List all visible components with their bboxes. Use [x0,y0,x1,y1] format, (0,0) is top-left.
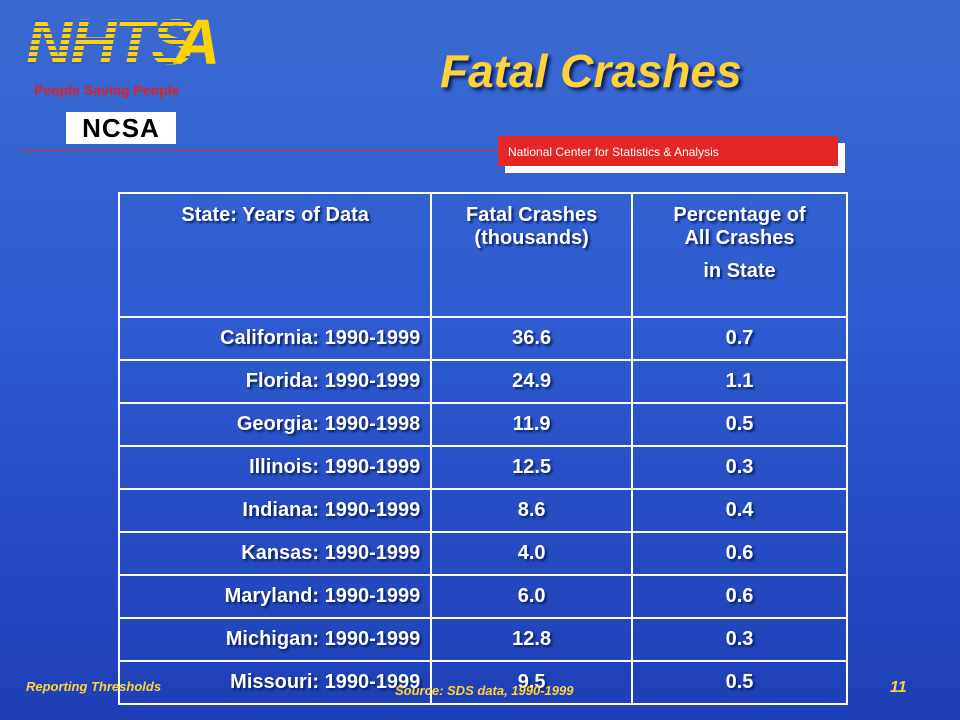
state-cell: Indiana: 1990-1999 [117,488,433,533]
crashes-cell: 24.9 [430,359,633,404]
table-row: Missouri: 1990-1999 9.5 0.5 [117,660,849,705]
pct-cell: 0.5 [630,402,849,447]
pct-cell: 0.6 [630,531,849,576]
table-row: California: 1990-1999 36.6 0.7 [117,316,849,361]
header-pct-line3: in State [703,260,776,282]
org-banner: National Center for Statistics & Analysi… [498,136,838,166]
table-row: Maryland: 1990-1999 6.0 0.6 [117,574,849,619]
state-cell: Florida: 1990-1999 [117,359,433,404]
crashes-cell: 12.8 [430,617,633,662]
table-row: Illinois: 1990-1999 12.5 0.3 [117,445,849,490]
pct-cell: 0.5 [630,660,849,705]
table-header-row: State: Years of Data Fatal Crashes (thou… [117,192,849,318]
state-cell: Illinois: 1990-1999 [117,445,433,490]
table-row: Florida: 1990-1999 24.9 1.1 [117,359,849,404]
state-cell: Georgia: 1990-1998 [117,402,433,447]
header-pct-line1: Percentage of [673,204,806,226]
header-crashes-line2: (thousands) [474,227,589,249]
footer-section-title: Reporting Thresholds [26,679,162,694]
table-row: Kansas: 1990-1999 4.0 0.6 [117,531,849,576]
crashes-cell: 12.5 [430,445,633,490]
state-cell: Maryland: 1990-1999 [117,574,433,619]
pct-cell: 0.4 [630,488,849,533]
header-crashes: Fatal Crashes (thousands) [430,192,633,318]
pct-cell: 1.1 [630,359,849,404]
ncsa-logo: NCSA [66,112,176,144]
crashes-cell: 6.0 [430,574,633,619]
page-number: 11 [890,679,907,696]
table-row: Indiana: 1990-1999 8.6 0.4 [117,488,849,533]
footer-source: Source: SDS data, 1990-1999 [395,683,574,698]
tagline: People Saving People [34,82,180,98]
state-cell: Missouri: 1990-1999 [117,660,433,705]
pct-cell: 0.6 [630,574,849,619]
pct-cell: 0.3 [630,445,849,490]
nhtsa-logo: NHTS A [26,10,216,72]
crashes-cell: 11.9 [430,402,633,447]
header-crashes-line1: Fatal Crashes [466,204,598,226]
svg-text:A: A [172,10,216,72]
state-cell: Kansas: 1990-1999 [117,531,433,576]
crashes-cell: 8.6 [430,488,633,533]
fatal-crashes-table: State: Years of Data Fatal Crashes (thou… [117,192,849,705]
slide-title: Fatal Crashes [440,45,742,97]
table-row: Georgia: 1990-1998 11.9 0.5 [117,402,849,447]
header-divider [20,150,820,151]
state-cell: California: 1990-1999 [117,316,433,361]
header-state: State: Years of Data [117,192,433,318]
crashes-cell: 9.5 [430,660,633,705]
header-pct: Percentage of All Crashes in State [630,192,849,318]
header-state-label: State: Years of Data [181,204,369,226]
pct-cell: 0.3 [630,617,849,662]
crashes-cell: 4.0 [430,531,633,576]
state-cell: Michigan: 1990-1999 [117,617,433,662]
table-row: Michigan: 1990-1999 12.8 0.3 [117,617,849,662]
header-pct-line2: All Crashes [684,227,795,249]
svg-text:NHTS: NHTS [26,10,195,72]
crashes-cell: 36.6 [430,316,633,361]
pct-cell: 0.7 [630,316,849,361]
